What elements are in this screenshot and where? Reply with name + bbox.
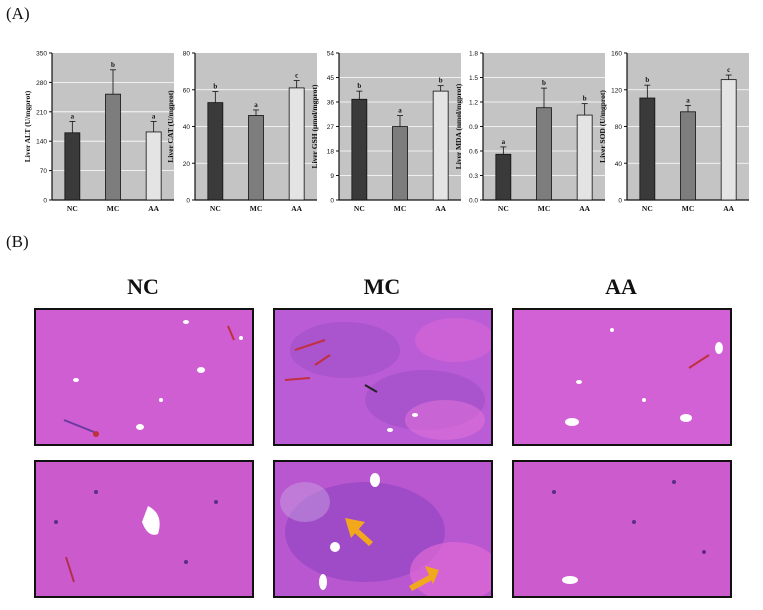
x-tick-label: AA	[291, 204, 302, 213]
y-tick-label: 350	[36, 51, 47, 58]
significance-letter: a	[152, 112, 156, 120]
x-tick-label: MC	[250, 204, 263, 213]
significance-letter: a	[502, 138, 506, 146]
bar-mc	[536, 107, 552, 201]
significance-letter: b	[213, 83, 217, 91]
y-tick-label: 80	[615, 124, 623, 131]
y-tick-label: 20	[183, 161, 191, 168]
significance-letter: a	[686, 96, 690, 104]
y-tick-label: 0.3	[469, 173, 478, 180]
bar-nc	[495, 153, 512, 201]
histology-title-mc: MC	[363, 274, 401, 299]
bar-mc	[680, 111, 696, 201]
y-tick-label: 80	[183, 51, 191, 58]
bar-mc	[248, 115, 264, 201]
x-tick-label: AA	[148, 204, 159, 213]
bar-aa	[145, 131, 162, 201]
x-tick-label: NC	[210, 204, 221, 213]
y-tick-label: 0.6	[469, 149, 478, 156]
y-tick-label: 1.5	[469, 75, 478, 82]
significance-letter: c	[727, 66, 730, 74]
y-tick-label: 0.0	[469, 198, 478, 205]
histology-nc-low	[34, 308, 254, 446]
significance-letter: c	[295, 72, 298, 80]
panel-b-label: (B)	[6, 232, 29, 251]
bar-aa	[720, 79, 737, 201]
y-tick-label: 70	[40, 168, 48, 175]
y-tick-label: 54	[327, 51, 335, 58]
significance-letter: b	[542, 79, 546, 87]
histology-mc-high	[273, 460, 493, 598]
x-tick-label: MC	[107, 204, 120, 213]
bar-nc	[207, 102, 224, 201]
y-tick-label: 27	[327, 124, 335, 131]
x-tick-label: NC	[642, 204, 653, 213]
y-tick-label: 280	[36, 80, 47, 87]
bar-charts: 0 70 140 210 280 350 Liver ALT (U/mgprot) a NC b M…	[23, 51, 749, 213]
x-tick-label: NC	[354, 204, 365, 213]
bar-aa	[288, 87, 305, 201]
x-tick-label: MC	[394, 204, 407, 213]
y-tick-label: 140	[36, 139, 47, 146]
y-axis-label: Liver ALT (U/mgprot)	[23, 90, 32, 162]
x-tick-label: NC	[67, 204, 78, 213]
bar-aa	[576, 114, 593, 201]
y-axis-label: Liver SOD (U/mgprot)	[598, 90, 607, 163]
histology-aa-high	[512, 460, 732, 598]
significance-letter: a	[398, 107, 402, 115]
y-tick-label: 60	[183, 87, 191, 94]
bar-nc	[351, 98, 368, 201]
arrow-icon	[345, 518, 373, 546]
significance-letter: b	[439, 77, 443, 85]
significance-letter: b	[357, 82, 361, 90]
bar-aa	[432, 90, 449, 201]
panel-a-label: (A)	[6, 4, 30, 23]
y-tick-label: 40	[183, 124, 191, 131]
y-tick-label: 0	[330, 198, 334, 205]
x-tick-label: MC	[682, 204, 695, 213]
significance-letter: b	[645, 76, 649, 84]
significance-letter: b	[111, 61, 115, 69]
y-tick-label: 210	[36, 109, 47, 116]
x-tick-label: AA	[435, 204, 446, 213]
y-axis-label: Liver GSH (μmol/mgprot)	[310, 84, 319, 168]
histology-title-aa: AA	[605, 274, 637, 299]
y-tick-label: 9	[330, 173, 334, 180]
bar-nc	[639, 97, 656, 201]
significance-letter: b	[583, 95, 587, 103]
x-tick-label: NC	[498, 204, 509, 213]
y-axis-label: Liver CAT (U/mgprot)	[166, 90, 175, 163]
y-axis-label: Liver MDA (nmol/mgprot)	[454, 83, 463, 169]
y-tick-label: 45	[327, 75, 335, 82]
significance-letter: a	[71, 112, 75, 120]
bar-mc	[392, 126, 408, 201]
bar-mc	[105, 93, 121, 201]
x-tick-label: AA	[579, 204, 590, 213]
histology-mc-low	[273, 308, 493, 446]
y-tick-label: 40	[615, 161, 623, 168]
y-tick-label: 1.2	[469, 100, 478, 107]
y-tick-label: 0.9	[469, 124, 478, 131]
y-tick-label: 0	[186, 198, 190, 205]
x-tick-label: AA	[723, 204, 734, 213]
histology-nc-high	[34, 460, 254, 598]
y-tick-label: 0	[618, 198, 622, 205]
y-tick-label: 1.8	[469, 51, 478, 58]
y-tick-label: 18	[327, 149, 335, 156]
y-tick-label: 36	[327, 100, 335, 107]
bar-nc	[64, 132, 81, 201]
y-tick-label: 120	[611, 87, 622, 94]
y-tick-label: 0	[43, 198, 47, 205]
histology-title-nc: NC	[127, 274, 159, 299]
significance-letter: a	[254, 101, 258, 109]
histology-aa-low	[512, 308, 732, 446]
y-tick-label: 160	[611, 51, 622, 58]
x-tick-label: MC	[538, 204, 551, 213]
